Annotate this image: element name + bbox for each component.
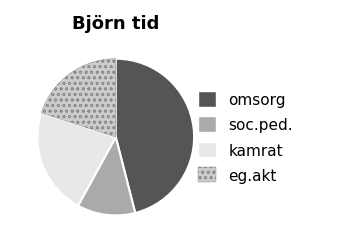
Wedge shape bbox=[37, 114, 116, 206]
Wedge shape bbox=[116, 60, 194, 213]
Title: Björn tid: Björn tid bbox=[72, 15, 159, 33]
Wedge shape bbox=[41, 60, 116, 138]
Wedge shape bbox=[78, 138, 135, 216]
Legend: omsorg, soc.ped., kamrat, eg.akt: omsorg, soc.ped., kamrat, eg.akt bbox=[192, 86, 299, 189]
